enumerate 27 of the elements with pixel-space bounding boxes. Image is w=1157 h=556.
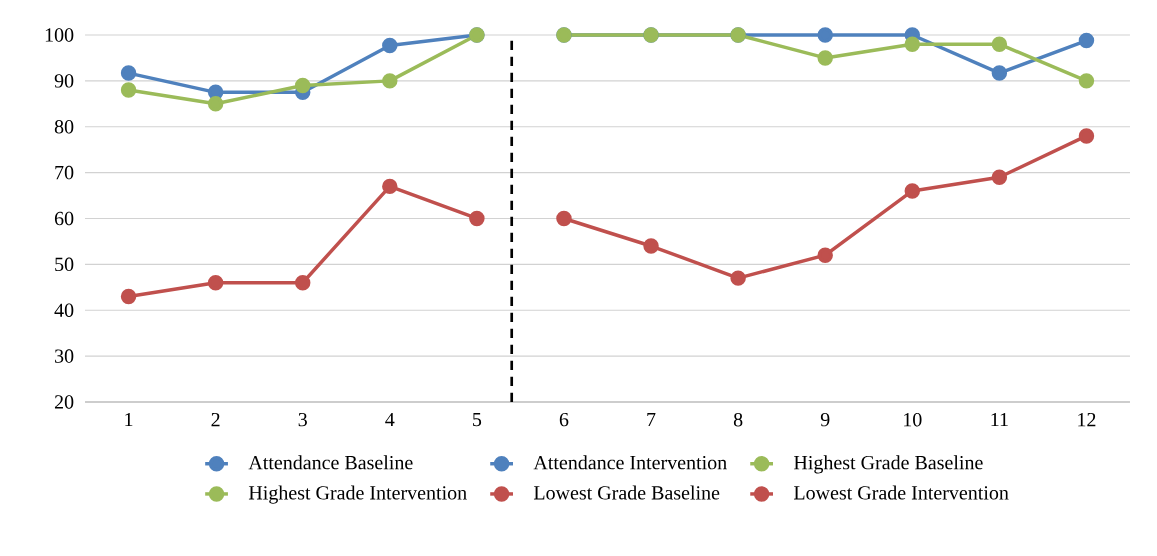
x-tick-label: 7 xyxy=(647,412,656,427)
x-tick-label: 9 xyxy=(820,412,830,427)
x-tick-label: 4 xyxy=(385,412,395,427)
legend-label: Attendance Intervention xyxy=(533,455,727,470)
legend-label: Highest Grade Intervention xyxy=(248,485,467,504)
x-tick-label: 2 xyxy=(211,412,220,427)
x-tick-label: 8 xyxy=(733,412,743,427)
legend-label: Highest Grade Baseline xyxy=(794,455,983,474)
legend-label: Lowest Grade Baseline xyxy=(533,485,720,500)
y-tick-label: 90 xyxy=(54,74,74,88)
y-tick-label: 30 xyxy=(55,349,74,363)
x-tick-label: 12 xyxy=(1078,412,1096,427)
legend-label: Attendance Baseline xyxy=(248,455,413,470)
x-tick-label: 5 xyxy=(473,412,482,427)
x-tick-label: 6 xyxy=(559,412,569,427)
x-tick-label: 10 xyxy=(904,412,922,427)
y-tick-label: 20 xyxy=(54,395,74,409)
y-tick-label: 80 xyxy=(54,120,74,134)
y-tick-label: 50 xyxy=(55,257,74,272)
x-tick-label: 1 xyxy=(125,412,133,427)
y-tick-label: 40 xyxy=(54,303,74,317)
x-tick-label: 3 xyxy=(298,412,307,427)
y-tick-label: 70 xyxy=(55,165,74,180)
y-tick-label: 60 xyxy=(54,211,74,226)
y-tick-label: 100 xyxy=(45,28,74,42)
x-tick-label: 11 xyxy=(991,412,1008,427)
legend-label: Lowest Grade Intervention xyxy=(794,485,1009,500)
